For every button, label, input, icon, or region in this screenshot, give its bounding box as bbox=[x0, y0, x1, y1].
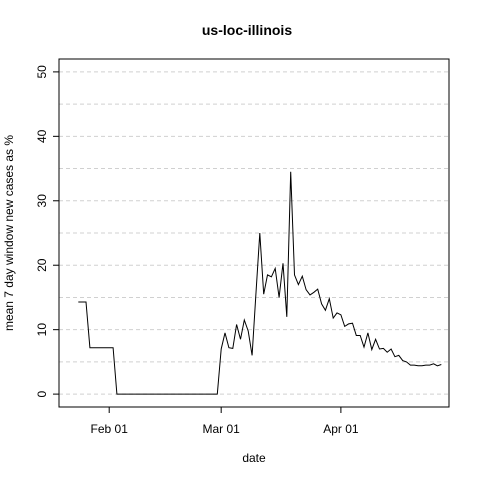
x-tick-label: Feb 01 bbox=[91, 422, 129, 436]
y-axis: 0 10 20 30 40 50 bbox=[35, 65, 59, 397]
x-tick-label: Mar 01 bbox=[202, 422, 240, 436]
series-line bbox=[78, 171, 442, 395]
x-axis-label: date bbox=[242, 451, 266, 465]
y-tick-label: 40 bbox=[35, 129, 49, 143]
plot-border bbox=[58, 58, 450, 408]
x-axis: Feb 01 Mar 01 Apr 01 bbox=[91, 407, 359, 436]
grid bbox=[59, 71, 449, 395]
y-tick-label: 10 bbox=[35, 323, 49, 337]
y-axis-label: mean 7 day window new cases as % bbox=[2, 135, 16, 331]
y-tick-label: 50 bbox=[35, 65, 49, 79]
chart-title: us-loc-illinois bbox=[202, 22, 292, 38]
y-tick-label: 20 bbox=[35, 258, 49, 272]
x-tick-label: Apr 01 bbox=[323, 422, 359, 436]
y-tick-label: 30 bbox=[35, 194, 49, 208]
y-tick-label: 0 bbox=[35, 390, 49, 397]
